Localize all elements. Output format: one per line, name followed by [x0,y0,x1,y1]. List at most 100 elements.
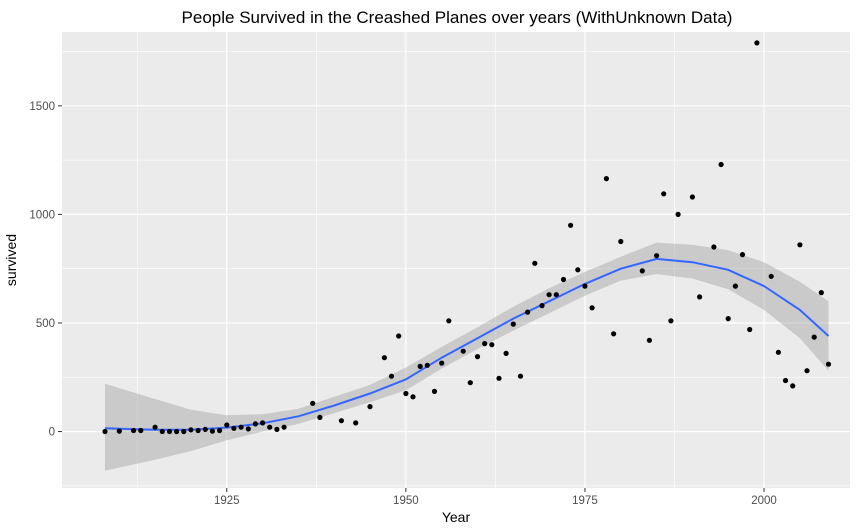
data-point [152,424,158,430]
data-point [224,422,230,428]
plot-panel [62,32,850,488]
data-point [310,400,316,406]
data-point [267,424,273,430]
x-tick-label: 1950 [393,495,419,507]
data-point [739,252,746,258]
data-point [768,273,774,279]
data-point [811,334,817,340]
data-point [181,428,187,435]
data-point [689,194,696,200]
y-axis-title: survived [3,234,19,286]
data-point [195,427,201,434]
data-point [804,368,810,374]
data-point [510,321,516,327]
data-point [575,267,581,273]
data-point [503,350,509,356]
y-tick-label: 1000 [29,209,55,221]
data-point [818,290,824,296]
y-tick-label: 500 [36,318,55,330]
data-point [646,337,653,343]
data-point [431,388,438,394]
data-point [174,428,180,435]
data-point [775,349,782,355]
data-point [188,427,194,433]
x-axis-title: Year [442,509,471,525]
data-point [274,426,280,432]
data-point [439,360,445,366]
data-point [131,427,137,434]
y-tick-label: 0 [49,427,55,439]
data-point [381,355,387,361]
data-point [489,342,495,348]
data-point [238,424,244,430]
data-point [553,292,559,298]
chart-title: People Survived in the Creashed Planes o… [182,8,733,27]
data-point [525,309,531,315]
data-point [754,40,760,46]
data-point [711,244,717,250]
data-point [668,318,674,324]
data-point [603,176,610,182]
data-point [675,211,681,217]
data-point [116,428,122,434]
y-axis: 0 500 1000 1500 [29,101,62,439]
data-point [388,373,395,379]
data-point [202,426,208,432]
data-point [618,238,624,245]
data-point [661,191,667,197]
data-point [474,354,481,360]
data-point [403,390,409,397]
data-point [782,377,789,384]
x-axis: 1925 1950 1975 2000 [214,488,777,507]
data-point [245,426,251,432]
data-point [639,268,645,274]
data-point [825,361,832,367]
data-point [568,222,574,228]
data-point [217,427,223,434]
data-point [424,362,430,368]
data-point [102,428,108,435]
data-point [338,418,344,424]
data-point [410,394,416,400]
data-point [260,420,266,426]
data-point [725,316,731,322]
x-tick-label: 1925 [214,495,240,507]
data-point [482,341,488,347]
data-point [718,161,724,168]
data-point [417,363,423,369]
data-point [582,283,588,289]
data-point [611,331,617,337]
grid-major [62,32,850,488]
data-point [560,276,567,283]
data-point [797,242,803,248]
data-point [532,260,538,266]
confidence-band-layer [105,242,829,471]
data-point [446,318,452,324]
data-point [353,420,359,426]
data-point [166,428,173,435]
data-point [496,375,502,381]
data-point [317,414,323,420]
data-point [747,326,753,333]
points-layer [102,40,832,435]
data-point [209,428,215,434]
data-point [790,383,796,389]
x-tick-label: 1975 [572,495,598,507]
data-point [517,373,524,379]
data-point [654,253,660,259]
data-point [159,428,165,435]
data-point [252,421,258,427]
data-point [732,283,739,289]
data-point [697,294,703,300]
data-point [138,427,144,434]
x-tick-label: 2000 [751,495,777,507]
data-point [589,305,595,311]
data-point [539,303,545,309]
data-point [460,348,466,354]
data-point [367,404,373,410]
data-point [231,425,237,431]
confidence-band [105,242,829,471]
data-point [396,333,402,339]
y-tick-label: 1500 [29,101,55,113]
